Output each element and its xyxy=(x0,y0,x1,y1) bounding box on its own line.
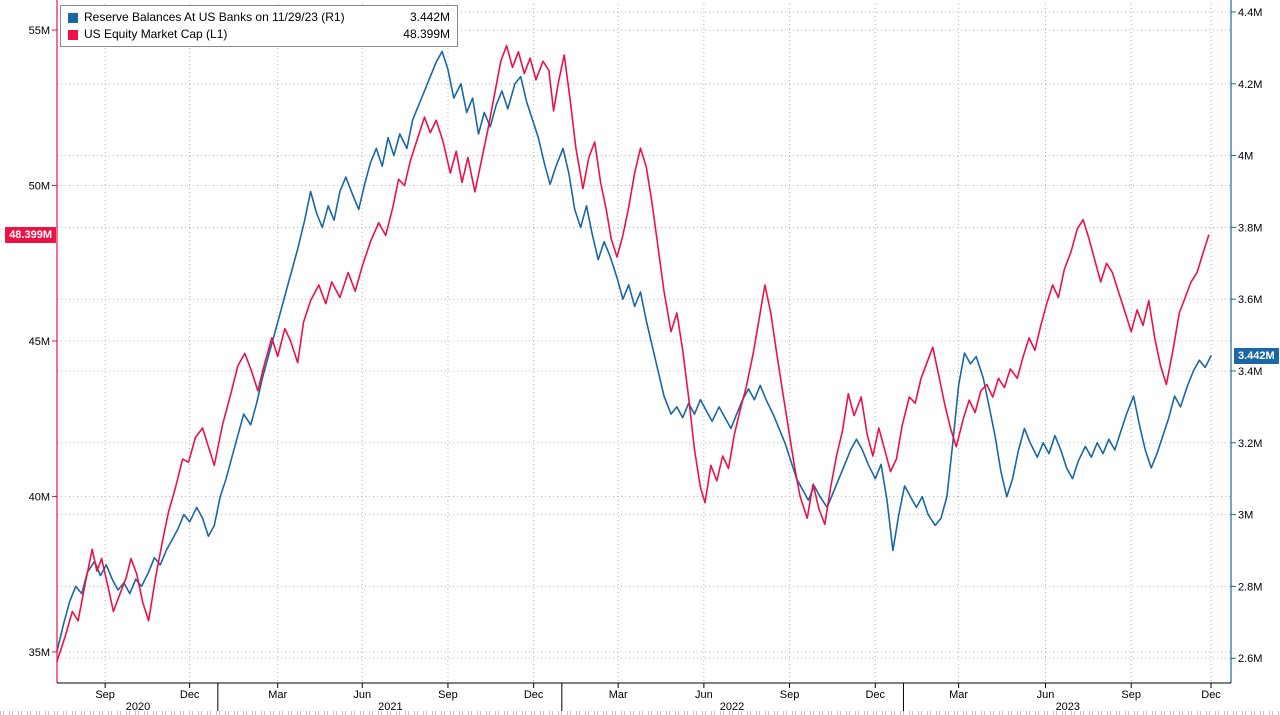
year-label: 2022 xyxy=(720,701,744,713)
legend-item-us-equity-market-cap[interactable]: US Equity Market Cap (L1) 48.399M xyxy=(68,26,450,43)
month-label: Sep xyxy=(95,689,115,701)
right-axis-label: 3M xyxy=(1238,510,1253,522)
legend-label-us-equity-market-cap: US Equity Market Cap (L1) xyxy=(84,27,228,41)
left-axis-label: 55M xyxy=(29,25,50,37)
month-label: Jun xyxy=(1037,689,1055,701)
right-axis-label: 3.8M xyxy=(1238,222,1262,234)
legend-label-reserve-balances: Reserve Balances At US Banks on 11/29/23… xyxy=(84,10,345,24)
right-axis-label: 2.8M xyxy=(1238,581,1262,593)
year-label: 2020 xyxy=(126,701,150,713)
right-axis-label: 4.4M xyxy=(1238,7,1262,19)
month-label: Dec xyxy=(524,689,544,701)
month-label: Mar xyxy=(609,689,628,701)
month-label: Jun xyxy=(353,689,371,701)
month-label: Dec xyxy=(180,689,200,701)
month-label: Dec xyxy=(1201,689,1221,701)
month-label: Sep xyxy=(780,689,800,701)
last-value-badge-reserve-balances: 3.442M xyxy=(1234,347,1279,364)
month-label: Jun xyxy=(695,689,713,701)
year-label: 2023 xyxy=(1056,701,1080,713)
left-axis-label: 35M xyxy=(29,647,50,659)
left-axis-label: 40M xyxy=(29,491,50,503)
chart-legend: Reserve Balances At US Banks on 11/29/23… xyxy=(60,5,458,47)
right-axis-label: 4.2M xyxy=(1238,79,1262,91)
month-label: Sep xyxy=(438,689,458,701)
right-axis-label: 3.2M xyxy=(1238,438,1262,450)
last-value-badge-equity-market-cap: 48.399M xyxy=(5,227,56,244)
right-axis-label: 2.6M xyxy=(1238,653,1262,665)
right-axis-label: 3.6M xyxy=(1238,294,1262,306)
left-axis-label: 45M xyxy=(29,336,50,348)
series-line-us-equity-market-cap xyxy=(56,44,1210,663)
series-line-reserve-balances xyxy=(56,50,1212,652)
legend-item-reserve-balances[interactable]: Reserve Balances At US Banks on 11/29/23… xyxy=(68,9,450,26)
month-label: Mar xyxy=(268,689,287,701)
month-label: Mar xyxy=(949,689,968,701)
month-label: Sep xyxy=(1121,689,1141,701)
legend-value-us-equity-market-cap: 48.399M xyxy=(403,27,450,41)
legend-value-reserve-balances: 3.442M xyxy=(409,10,450,24)
right-axis-label: 3.4M xyxy=(1238,366,1262,378)
month-label: Dec xyxy=(865,689,885,701)
series-swatch-red-icon xyxy=(68,29,78,40)
clipped-footer-text xyxy=(0,711,1280,715)
series-swatch-blue-icon xyxy=(68,12,78,23)
right-axis-label: 4M xyxy=(1238,151,1253,163)
year-label: 2021 xyxy=(378,701,402,713)
left-axis-label: 50M xyxy=(29,181,50,193)
